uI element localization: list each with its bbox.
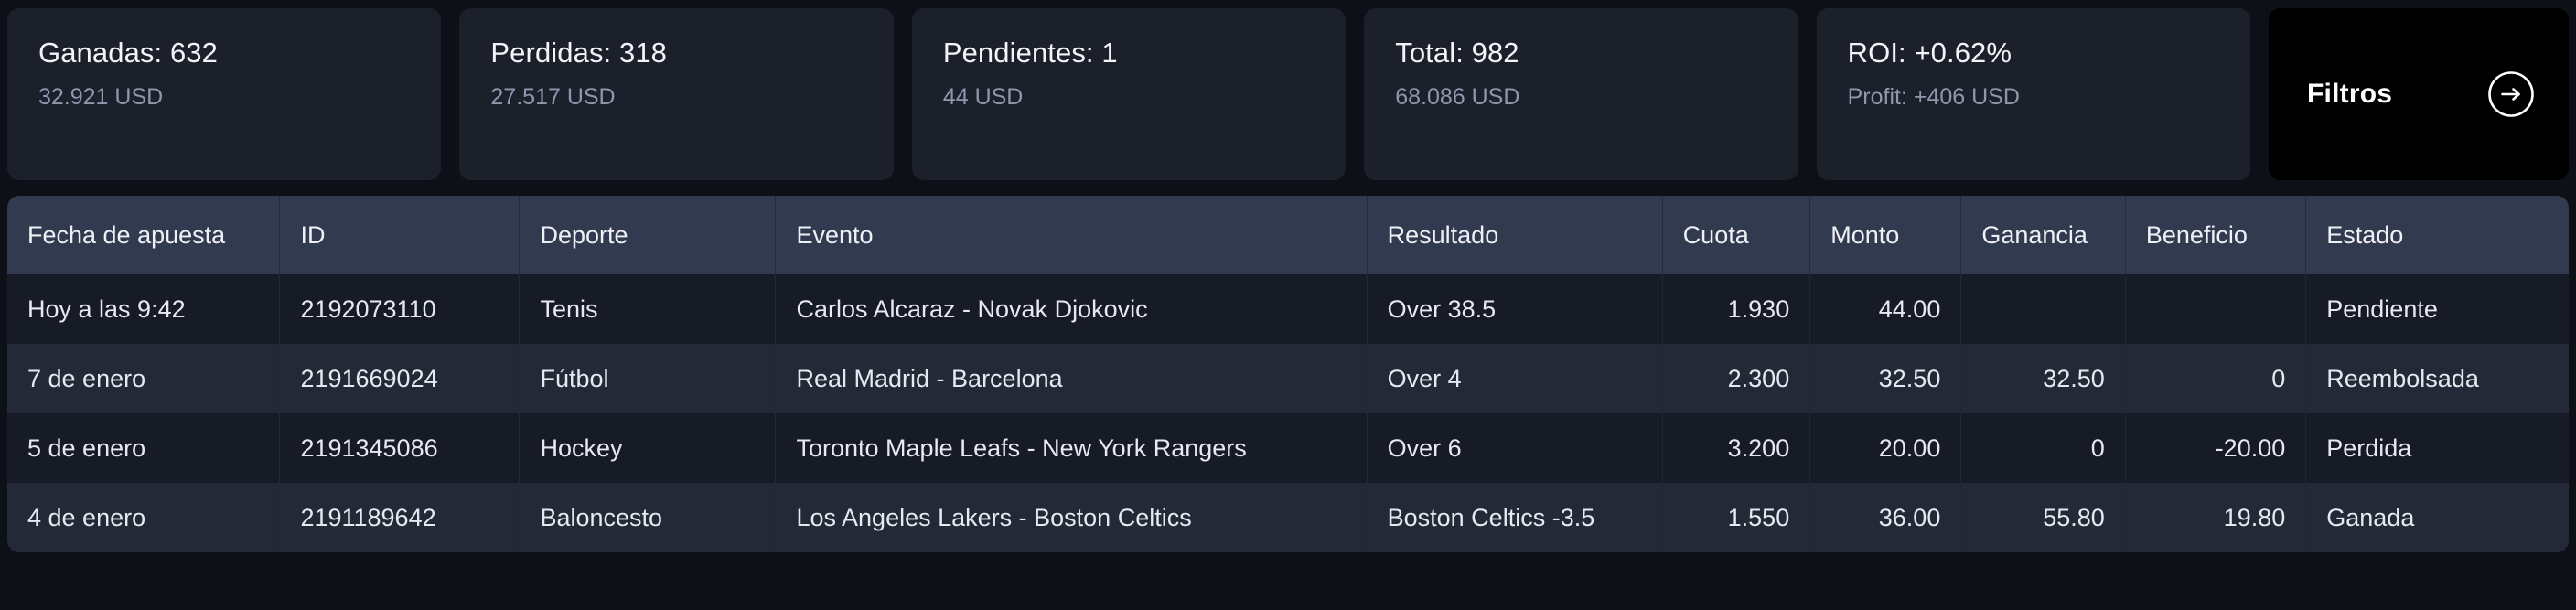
cell-estado: Reembolsada	[2305, 344, 2569, 413]
cell-deporte: Fútbol	[519, 344, 777, 413]
arrow-right-circle-icon	[2486, 70, 2536, 119]
cell-evento: Toronto Maple Leafs - New York Rangers	[775, 413, 1368, 483]
filters-button[interactable]: Filtros	[2269, 8, 2570, 180]
cell-deporte: Tenis	[519, 274, 777, 344]
cell-monto: 20.00	[1809, 413, 1962, 483]
cell-fecha: 4 de enero	[7, 483, 281, 552]
column-header-ganancia[interactable]: Ganancia	[1960, 196, 2126, 274]
cell-monto: 36.00	[1809, 483, 1962, 552]
cell-ganancia: 32.50	[1960, 344, 2126, 413]
cell-deporte: Hockey	[519, 413, 777, 483]
cell-fecha: Hoy a las 9:42	[7, 274, 281, 344]
cell-evento: Los Angeles Lakers - Boston Celtics	[775, 483, 1368, 552]
column-header-id[interactable]: ID	[279, 196, 521, 274]
column-header-deporte[interactable]: Deporte	[519, 196, 777, 274]
stat-card-ganadas-title: Ganadas: 632	[38, 37, 218, 69]
cell-id: 2191189642	[279, 483, 521, 552]
cell-resultado: Over 38.5	[1367, 274, 1663, 344]
cell-deporte: Baloncesto	[519, 483, 777, 552]
table-row[interactable]: Hoy a las 9:42 2192073110 Tenis Carlos A…	[7, 274, 2569, 344]
cell-resultado: Over 4	[1367, 344, 1663, 413]
stat-card-roi-title: ROI: +0.62%	[1847, 37, 2012, 69]
column-header-monto[interactable]: Monto	[1809, 196, 1962, 274]
stat-card-total-title: Total: 982	[1395, 37, 1519, 69]
column-header-beneficio[interactable]: Beneficio	[2125, 196, 2307, 274]
stat-card-pendientes-amount: 44 USD	[942, 84, 1024, 111]
table-row[interactable]: 7 de enero 2191669024 Fútbol Real Madrid…	[7, 344, 2569, 413]
cell-monto: 44.00	[1809, 274, 1962, 344]
cell-id: 2191669024	[279, 344, 521, 413]
cell-fecha: 5 de enero	[7, 413, 281, 483]
stat-card-total-amount: 68.086 USD	[1395, 84, 1520, 111]
cell-estado: Pendiente	[2305, 274, 2569, 344]
stat-card-roi-profit: Profit: +406 USD	[1847, 84, 2020, 111]
cell-monto: 32.50	[1809, 344, 1962, 413]
cell-id: 2192073110	[279, 274, 521, 344]
bets-table-header-row: Fecha de apuesta ID Deporte Evento Resul…	[7, 196, 2569, 274]
filters-button-label: Filtros	[2307, 79, 2393, 109]
stats-summary-row: Ganadas: 632 32.921 USD Perdidas: 318 27…	[0, 0, 2576, 180]
cell-ganancia: 0	[1960, 413, 2126, 483]
cell-id: 2191345086	[279, 413, 521, 483]
stat-card-total: Total: 982 68.086 USD	[1364, 8, 1798, 180]
stat-card-ganadas: Ganadas: 632 32.921 USD	[7, 8, 442, 180]
cell-resultado: Over 6	[1367, 413, 1663, 483]
cell-estado: Perdida	[2305, 413, 2569, 483]
column-header-evento[interactable]: Evento	[775, 196, 1368, 274]
column-header-fecha[interactable]: Fecha de apuesta	[7, 196, 281, 274]
stat-card-perdidas-amount: 27.517 USD	[490, 84, 616, 111]
stat-card-pendientes: Pendientes: 1 44 USD	[911, 8, 1347, 180]
stat-card-ganadas-amount: 32.921 USD	[38, 84, 164, 111]
cell-evento: Real Madrid - Barcelona	[775, 344, 1368, 413]
cell-cuota: 2.300	[1662, 344, 1811, 413]
cell-beneficio: -20.00	[2125, 413, 2307, 483]
bets-table: Fecha de apuesta ID Deporte Evento Resul…	[7, 196, 2569, 552]
cell-beneficio: 0	[2125, 344, 2307, 413]
cell-cuota: 1.550	[1662, 483, 1811, 552]
column-header-resultado[interactable]: Resultado	[1367, 196, 1663, 274]
cell-cuota: 1.930	[1662, 274, 1811, 344]
stat-card-perdidas-title: Perdidas: 318	[490, 37, 668, 69]
cell-estado: Ganada	[2305, 483, 2569, 552]
cell-beneficio: 19.80	[2125, 483, 2307, 552]
cell-ganancia	[1960, 274, 2126, 344]
cell-ganancia: 55.80	[1960, 483, 2126, 552]
cell-fecha: 7 de enero	[7, 344, 281, 413]
column-header-estado[interactable]: Estado	[2305, 196, 2569, 274]
cell-resultado: Boston Celtics -3.5	[1367, 483, 1663, 552]
table-row[interactable]: 5 de enero 2191345086 Hockey Toronto Map…	[7, 413, 2569, 483]
stat-card-pendientes-title: Pendientes: 1	[942, 37, 1118, 69]
stat-card-roi: ROI: +0.62% Profit: +406 USD	[1816, 8, 2251, 180]
cell-cuota: 3.200	[1662, 413, 1811, 483]
cell-beneficio	[2125, 274, 2307, 344]
bets-table-container: Fecha de apuesta ID Deporte Evento Resul…	[7, 196, 2569, 552]
column-header-cuota[interactable]: Cuota	[1662, 196, 1811, 274]
cell-evento: Carlos Alcaraz - Novak Djokovic	[775, 274, 1368, 344]
stat-card-perdidas: Perdidas: 318 27.517 USD	[459, 8, 894, 180]
table-row[interactable]: 4 de enero 2191189642 Baloncesto Los Ang…	[7, 483, 2569, 552]
